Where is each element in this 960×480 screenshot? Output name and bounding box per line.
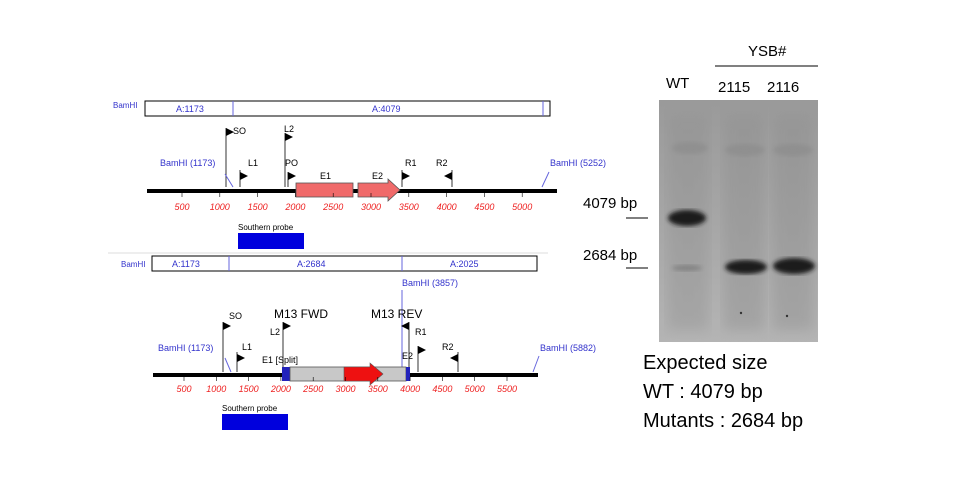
scale-tick-label: 4500 <box>432 384 452 394</box>
expected-title: Expected size <box>643 352 768 374</box>
svg-text:Southern probe: Southern probe <box>238 223 294 232</box>
lane-label-2115: 2115 <box>718 79 750 96</box>
primer-so-label: SO <box>229 311 242 321</box>
mutant-fragment-bar: BamHI A:1173 A:2684 A:2025 <box>121 255 538 272</box>
m13-rev-label: M13 REV <box>371 307 422 321</box>
ysb-group-label: YSB# <box>748 43 787 60</box>
lane-label-wt: WT <box>666 75 689 92</box>
scale-tick-label: 3500 <box>368 384 388 394</box>
primer-l1-label: L1 <box>248 158 258 168</box>
svg-text:E2: E2 <box>372 171 383 181</box>
wt-fragment-bar: BamHI A:1173 A:4079 <box>113 100 551 117</box>
scale-tick-label: 2500 <box>322 202 343 212</box>
southern-blot: YSB# WT 2115 2116 4079 bp 2684 bp <box>583 43 818 342</box>
blot-membrane <box>659 100 818 342</box>
mutant-map: BamHI A:1173 A:2684 A:2025 BamHI (3857) … <box>121 255 596 430</box>
size-marker-2684: 2684 bp <box>583 247 648 269</box>
wt-southern-probe: Southern probe <box>238 223 304 249</box>
fragment-label: A:2025 <box>450 259 479 269</box>
scale-tick-label: 2000 <box>284 202 305 212</box>
bamhi-site-left: BamHI (1173) <box>160 158 215 168</box>
wt-gene-e1: E1 <box>295 171 354 198</box>
scale-tick-label: 5000 <box>465 384 485 394</box>
bamhi-tag: BamHI <box>113 101 137 110</box>
expected-size-note: Expected size WT : 4079 bp Mutants : 268… <box>643 352 803 432</box>
fragment-label: A:2684 <box>297 259 326 269</box>
fragment-label: A:1173 <box>176 104 204 114</box>
primer-r2-label: R2 <box>436 158 448 168</box>
wt-map: BamHI A:1173 A:4079 SO L2 L1 PO R1 <box>113 100 606 249</box>
svg-text:E1: E1 <box>320 171 331 181</box>
wt-scale-ticks: 500 1000 1500 2000 2500 3000 3500 4000 4500 5000 <box>174 193 532 212</box>
bamhi-site-left: BamHI (1173) <box>158 343 213 353</box>
expected-mutants: Mutants : 2684 bp <box>643 410 803 432</box>
scale-tick-label: 3000 <box>361 202 381 212</box>
expected-wt: WT : 4079 bp <box>643 381 763 403</box>
mutant-gene-e1-label: E1 [Split] <box>262 355 298 365</box>
scale-tick-label: 2000 <box>270 384 291 394</box>
svg-text:Southern probe: Southern probe <box>222 404 278 413</box>
scale-tick-label: 1500 <box>239 384 259 394</box>
mutant-primers: SO L2 R1 L1 R2 <box>222 311 459 372</box>
mutant-insert <box>282 362 410 386</box>
primer-l1-label: L1 <box>242 342 252 352</box>
band-2115-2684 <box>725 260 767 274</box>
svg-text:4079 bp: 4079 bp <box>583 195 637 212</box>
fragment-label: A:1173 <box>172 259 200 269</box>
scale-tick-label: 3000 <box>335 384 355 394</box>
scale-tick-label: 3500 <box>399 202 419 212</box>
size-marker-4079: 4079 bp <box>583 195 648 219</box>
primer-r1-label: R1 <box>415 327 427 337</box>
primer-r2-label: R2 <box>442 342 454 352</box>
scale-tick-label: 5000 <box>512 202 532 212</box>
primer-r1-label: R1 <box>405 158 417 168</box>
svg-text:2684 bp: 2684 bp <box>583 247 637 264</box>
scale-tick-label: 4000 <box>437 202 457 212</box>
scale-tick-label: 5500 <box>497 384 517 394</box>
mutant-gene-e2-label: E2 <box>402 351 413 361</box>
fragment-label: A:4079 <box>372 104 401 114</box>
scale-tick-label: 4000 <box>400 384 420 394</box>
scale-tick-label: 500 <box>176 384 191 394</box>
scale-tick-label: 4500 <box>474 202 494 212</box>
bamhi-site-right: BamHI (5882) <box>540 343 596 353</box>
scale-tick-label: 1000 <box>210 202 230 212</box>
bamhi-tag: BamHI <box>121 260 145 269</box>
wt-primers: SO L2 L1 PO R1 R2 <box>225 124 453 187</box>
lane-label-2116: 2116 <box>767 79 799 96</box>
scale-tick-label: 1000 <box>206 384 226 394</box>
band-wt-4079 <box>668 210 706 226</box>
m13-fwd-label: M13 FWD <box>274 307 328 321</box>
primer-l2-label: L2 <box>270 327 280 337</box>
primer-l2-label: L2 <box>284 124 294 134</box>
mutant-southern-probe: Southern probe <box>222 404 288 430</box>
scale-tick-label: 500 <box>174 202 189 212</box>
scale-tick-label: 2500 <box>302 384 323 394</box>
bamhi-site-mid: BamHI (3857) <box>402 278 458 288</box>
primer-so-label: SO <box>233 126 246 136</box>
band-2116-2684 <box>773 258 815 274</box>
bamhi-site-right: BamHI (5252) <box>550 158 606 168</box>
primer-po-label: PO <box>285 158 298 168</box>
mutant-scale-ticks: 500 1000 1500 2000 2500 3000 3500 4000 4500 5000 5… <box>176 377 517 394</box>
wt-gene-e2: E2 <box>357 171 401 202</box>
scale-tick-label: 1500 <box>248 202 268 212</box>
